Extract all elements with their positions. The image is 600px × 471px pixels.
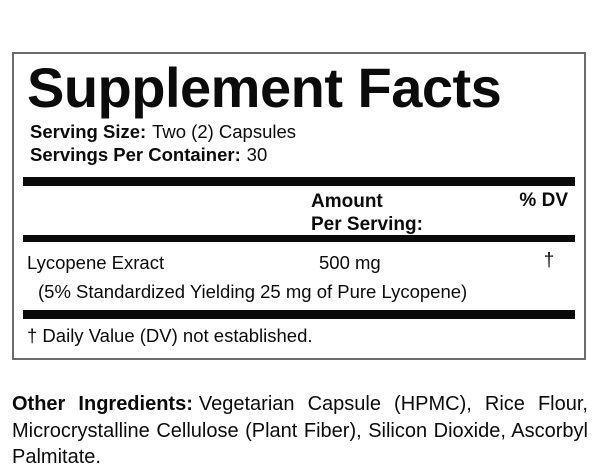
thick-divider-middle [23,235,575,242]
serving-size-label: Serving Size: [30,121,147,142]
other-ingredients-text: Vegetarian Capsule (HPMC), Rice Flour, M… [12,393,588,468]
ingredient-name: Lycopene Exract [27,252,165,273]
daily-value-footnote: † Daily Value (DV) not established. [27,325,313,346]
serving-size-line: Serving Size: Two (2) Capsules [30,120,296,143]
supplement-facts-panel: Supplement Facts Serving Size: Two (2) Ca… [12,52,586,360]
amount-per-serving-header: Amount Per Serving: [311,190,423,236]
amount-header-line2: Per Serving: [311,214,423,235]
ingredient-amount: 500 mg [319,252,381,273]
servings-per-container-label: Servings Per Container: [30,144,241,165]
amount-header-line1: Amount [311,191,383,212]
other-ingredients-label: Other Ingredients: [12,393,193,415]
ingredient-standardization-note: (5% Standardized Yielding 25 mg of Pure … [38,281,468,302]
serving-size-value: Two (2) Capsules [152,121,297,142]
servings-per-container-line: Servings Per Container: 30 [30,143,267,166]
thick-divider-bottom [23,310,575,319]
thick-divider-top [23,177,575,186]
other-ingredients-paragraph: Other Ingredients: Vegetarian Capsule (HP… [12,391,588,471]
servings-per-container-value: 30 [246,144,268,165]
ingredient-dv-dagger: † [543,250,555,271]
percent-dv-header: % DV [519,190,568,211]
panel-title: Supplement Facts [27,56,502,119]
